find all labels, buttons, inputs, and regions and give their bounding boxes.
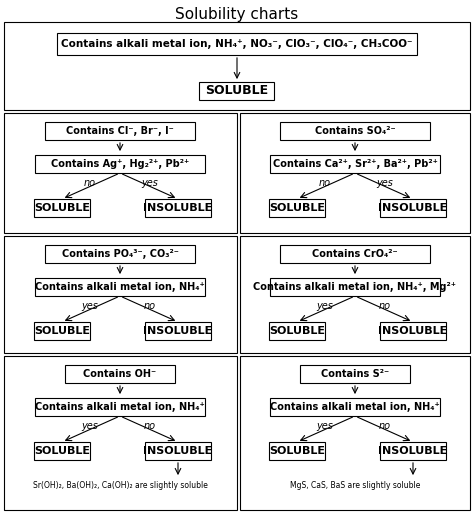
Bar — [145, 442, 211, 460]
Bar — [34, 199, 90, 217]
Text: SOLUBLE: SOLUBLE — [269, 446, 325, 456]
Text: yes: yes — [317, 421, 333, 431]
Bar — [4, 356, 237, 510]
Bar — [57, 33, 417, 55]
Bar — [270, 278, 440, 296]
Text: SOLUBLE: SOLUBLE — [34, 203, 90, 213]
Text: yes: yes — [317, 301, 333, 311]
Bar — [145, 322, 211, 340]
Text: Solubility charts: Solubility charts — [175, 7, 299, 22]
Bar — [45, 245, 195, 263]
Bar — [35, 398, 205, 416]
Text: yes: yes — [82, 301, 99, 311]
Text: Contains Ca²⁺, Sr²⁺, Ba²⁺, Pb²⁺: Contains Ca²⁺, Sr²⁺, Ba²⁺, Pb²⁺ — [273, 159, 438, 169]
Bar — [269, 199, 325, 217]
Bar — [280, 122, 430, 140]
Bar — [35, 155, 205, 173]
Text: Contains alkali metal ion, NH₄⁺: Contains alkali metal ion, NH₄⁺ — [270, 402, 440, 412]
Text: Contains PO₄³⁻, CO₃²⁻: Contains PO₄³⁻, CO₃²⁻ — [62, 249, 178, 259]
Text: Contains S²⁻: Contains S²⁻ — [321, 369, 389, 379]
Bar — [270, 398, 440, 416]
Bar — [300, 365, 410, 383]
Text: no: no — [319, 178, 331, 188]
Text: Contains alkali metal ion, NH₄⁺, NO₃⁻, ClO₃⁻, ClO₄⁻, CH₃COO⁻: Contains alkali metal ion, NH₄⁺, NO₃⁻, C… — [61, 39, 413, 49]
Text: INSOLUBLE: INSOLUBLE — [378, 203, 447, 213]
Text: Sr(OH)₂, Ba(OH)₂, Ca(OH)₂ are slightly soluble: Sr(OH)₂, Ba(OH)₂, Ca(OH)₂ are slightly s… — [33, 482, 208, 490]
Text: no: no — [144, 301, 156, 311]
Bar — [269, 442, 325, 460]
Text: Contains CrO₄²⁻: Contains CrO₄²⁻ — [312, 249, 398, 259]
Bar — [240, 113, 470, 233]
Bar — [145, 199, 211, 217]
Text: SOLUBLE: SOLUBLE — [34, 446, 90, 456]
Bar — [4, 113, 237, 233]
Text: INSOLUBLE: INSOLUBLE — [378, 446, 447, 456]
Text: no: no — [379, 301, 391, 311]
Text: Contains Ag⁺, Hg₂²⁺, Pb²⁺: Contains Ag⁺, Hg₂²⁺, Pb²⁺ — [51, 159, 189, 169]
Text: SOLUBLE: SOLUBLE — [269, 203, 325, 213]
Bar — [4, 236, 237, 353]
Bar — [270, 155, 440, 173]
Bar — [380, 199, 446, 217]
Text: yes: yes — [142, 178, 158, 188]
Bar — [240, 356, 470, 510]
Text: no: no — [84, 178, 96, 188]
Text: MgS, CaS, BaS are slightly soluble: MgS, CaS, BaS are slightly soluble — [290, 482, 420, 490]
Text: Contains OH⁻: Contains OH⁻ — [83, 369, 156, 379]
Text: no: no — [144, 421, 156, 431]
Text: Contains Cl⁻, Br⁻, I⁻: Contains Cl⁻, Br⁻, I⁻ — [66, 126, 174, 136]
Bar — [380, 442, 446, 460]
Bar — [65, 365, 175, 383]
Text: INSOLUBLE: INSOLUBLE — [143, 446, 213, 456]
Text: SOLUBLE: SOLUBLE — [269, 326, 325, 336]
Text: yes: yes — [376, 178, 393, 188]
Bar — [269, 322, 325, 340]
Text: Contains alkali metal ion, NH₄⁺, Mg²⁺: Contains alkali metal ion, NH₄⁺, Mg²⁺ — [254, 282, 456, 292]
Bar — [34, 442, 90, 460]
Bar — [45, 122, 195, 140]
Text: Contains SO₄²⁻: Contains SO₄²⁻ — [315, 126, 395, 136]
Bar — [240, 236, 470, 353]
Text: Contains alkali metal ion, NH₄⁺: Contains alkali metal ion, NH₄⁺ — [35, 282, 205, 292]
Text: INSOLUBLE: INSOLUBLE — [378, 326, 447, 336]
Text: INSOLUBLE: INSOLUBLE — [143, 326, 213, 336]
Text: Contains alkali metal ion, NH₄⁺: Contains alkali metal ion, NH₄⁺ — [35, 402, 205, 412]
Bar — [380, 322, 446, 340]
Text: SOLUBLE: SOLUBLE — [205, 84, 269, 97]
Bar — [34, 322, 90, 340]
Text: INSOLUBLE: INSOLUBLE — [143, 203, 213, 213]
Text: yes: yes — [82, 421, 99, 431]
Bar — [200, 82, 274, 100]
Bar — [4, 22, 470, 110]
Bar — [280, 245, 430, 263]
Text: SOLUBLE: SOLUBLE — [34, 326, 90, 336]
Text: no: no — [379, 421, 391, 431]
Bar — [35, 278, 205, 296]
